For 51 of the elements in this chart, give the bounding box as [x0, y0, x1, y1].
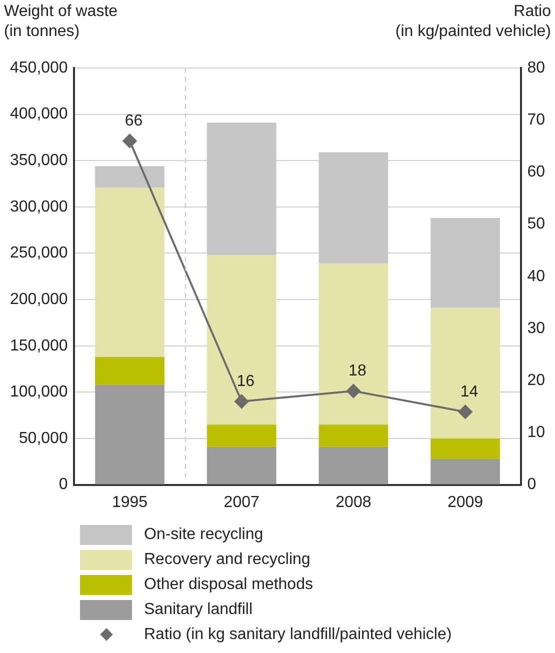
- y2-tick-label: 50: [527, 216, 546, 233]
- x-tick-label: 1995: [112, 494, 148, 511]
- legend-label: Other disposal methods: [144, 576, 313, 594]
- data-label: 16: [236, 372, 255, 390]
- legend-label: Sanitary landfill: [144, 600, 252, 618]
- bar: [206, 255, 276, 425]
- bar: [430, 458, 500, 484]
- data-label: 14: [460, 383, 478, 400]
- y-tick-label: 300,000: [10, 198, 68, 216]
- bar: [318, 446, 388, 484]
- y2-tick-label: 20: [527, 372, 546, 390]
- y2-tick-label: 10: [527, 424, 546, 442]
- x-tick-label: 2007: [224, 494, 260, 511]
- y-tick-label: 250,000: [10, 244, 68, 262]
- y2-axis-title: Ratio (in kg/painted vehicle): [395, 2, 551, 42]
- bar: [95, 166, 164, 188]
- y2-tick-label: 0: [527, 476, 536, 494]
- y2-tick-label: 40: [527, 268, 546, 285]
- bar: [430, 308, 500, 438]
- y-tick-label: 0: [58, 476, 68, 494]
- bar: [430, 438, 500, 459]
- point: [122, 134, 137, 148]
- x-tick-label: 2009: [447, 494, 484, 511]
- y2-tick-label: 80: [527, 59, 546, 76]
- bar: [318, 263, 388, 425]
- point: [458, 404, 472, 419]
- data-label: 18: [348, 362, 366, 380]
- bar: [95, 187, 164, 357]
- bar: [318, 424, 388, 447]
- data-label: 66: [124, 112, 143, 130]
- y2-tick-label: 70: [527, 112, 546, 129]
- y-axis-title: Weight of waste (in tonnes): [4, 2, 118, 42]
- x-tick-label: 2008: [336, 494, 372, 511]
- point: [234, 394, 249, 408]
- bar: [95, 384, 164, 484]
- bar: [206, 424, 276, 447]
- y-tick-label: 200,000: [10, 290, 68, 308]
- y-tick-label: 50,000: [18, 430, 68, 447]
- y-tick-label: 450,000: [10, 59, 68, 76]
- bar: [206, 446, 276, 484]
- y-tick-label: 400,000: [10, 106, 68, 123]
- y2-tick-label: 60: [527, 164, 546, 181]
- y-tick-label: 150,000: [10, 337, 68, 354]
- y2-tick-label: 30: [527, 320, 546, 337]
- y-tick-label: 350,000: [10, 152, 68, 170]
- y-tick-label: 100,000: [10, 384, 68, 401]
- legend-label: Ratio (in kg sanitary landfill/painted vehicle): [144, 626, 452, 644]
- point: [346, 384, 360, 398]
- legend-label: Recovery and recycling: [144, 550, 310, 568]
- legend-label: On-site recycling: [144, 526, 264, 544]
- bar: [95, 356, 164, 385]
